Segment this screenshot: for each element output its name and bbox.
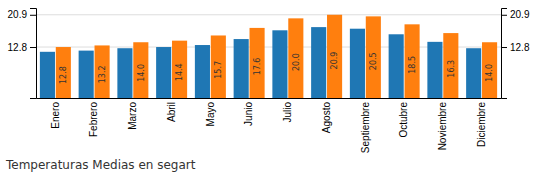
bar (288, 18, 303, 98)
tick: Noviembre (437, 98, 448, 150)
data-label: 14.0 (137, 64, 146, 82)
data-label: 20.5 (369, 52, 378, 70)
plot: 12.8 13.2 14.0 14.4 15.7 17.6 20.0 20.9 20.5 18.5… (8, 9, 530, 154)
tick-mark (501, 47, 507, 48)
bar (156, 47, 171, 98)
bar (366, 16, 381, 98)
bar (234, 39, 249, 98)
tick-label: Octubre (398, 102, 409, 138)
data-label: 14.0 (485, 64, 494, 82)
tick: Junio (243, 98, 254, 126)
tick-label: Diciembre (476, 102, 487, 147)
tick-label: Septiembre (360, 102, 371, 154)
tick: Septiembre (360, 98, 371, 153)
tick: Febrero (88, 98, 99, 137)
bar (79, 51, 94, 98)
tick-label: 12.8 (510, 42, 530, 53)
bar (405, 24, 420, 98)
data-labels: 12.8 13.2 14.0 14.4 15.7 17.6 20.0 20.9 20.5 18.5… (59, 52, 494, 84)
bar (466, 48, 481, 98)
bar (327, 15, 342, 98)
axis-line (502, 9, 508, 99)
tick-mark (30, 15, 36, 16)
bar (117, 48, 132, 98)
tick: 12.8 (501, 42, 530, 53)
bar (427, 42, 442, 98)
data-label: 20.9 (330, 52, 339, 70)
tick: 12.8 (8, 42, 36, 53)
tick: Abril (166, 98, 177, 122)
tick-label: Marzo (127, 102, 138, 130)
y2-axis: 12.8 20.9 (501, 9, 530, 99)
bar (172, 41, 187, 98)
data-label: 15.7 (214, 61, 223, 79)
tick: Enero (50, 98, 61, 129)
tick-mark (30, 47, 36, 48)
tick: 20.9 (501, 9, 530, 20)
data-label: 18.5 (408, 56, 417, 74)
data-label: 16.3 (447, 60, 456, 78)
bar (133, 42, 148, 98)
tick: Diciembre (476, 98, 487, 147)
tick-label: Noviembre (437, 102, 448, 151)
tick: Agosto (321, 98, 332, 133)
tick-mark (501, 15, 507, 16)
data-label: 14.4 (175, 63, 184, 81)
tick-label: Junio (243, 102, 254, 126)
tick-label: 12.8 (8, 42, 28, 53)
tick: Mayo (205, 98, 216, 126)
tick: 20.9 (8, 9, 36, 20)
bar (211, 35, 226, 98)
chart: 12.8 13.2 14.0 14.4 15.7 17.6 20.0 20.9 20.5 18.5… (0, 0, 537, 174)
bars (40, 15, 497, 98)
title: Temperaturas Medias en segart (5, 158, 196, 172)
tick-label: 20.9 (8, 9, 28, 20)
bar (195, 45, 210, 98)
x-axis: Enero Febrero Marzo Abril Mayo Junio Julio Agos… (37, 98, 502, 153)
data-label: 12.8 (59, 66, 68, 84)
axis-line (30, 9, 37, 99)
bar (272, 30, 287, 98)
bar (443, 33, 458, 98)
tick: Octubre (398, 98, 409, 138)
bar (40, 52, 55, 98)
tick: Marzo (127, 98, 138, 130)
tick-label: 20.9 (510, 9, 530, 20)
tick-label: Febrero (88, 102, 99, 137)
bar (56, 47, 71, 98)
bar (250, 28, 265, 98)
tick-label: Agosto (321, 102, 332, 134)
bar (311, 27, 326, 98)
data-label: 17.6 (253, 58, 262, 76)
bar (95, 45, 110, 98)
tick-label: Julio (282, 102, 293, 123)
tick-label: Mayo (205, 102, 216, 127)
tick-label: Abril (166, 102, 177, 122)
data-label: 20.0 (292, 53, 301, 71)
y-axis: 12.8 20.9 (8, 9, 37, 99)
data-label: 13.2 (98, 65, 107, 83)
grid-line (36, 14, 501, 15)
tick: Julio (282, 98, 293, 123)
bar (389, 34, 404, 98)
tick-label: Enero (50, 102, 61, 129)
bar (482, 42, 497, 98)
bar (350, 29, 365, 98)
axis-line (37, 98, 502, 99)
